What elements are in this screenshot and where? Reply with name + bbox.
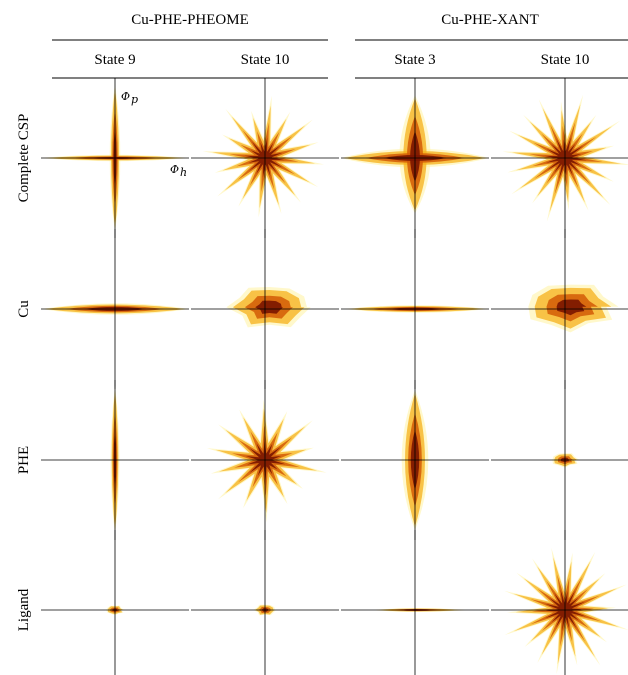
svg-text:h: h — [180, 166, 187, 179]
panel-grid — [41, 78, 628, 675]
group-header-2: Cu-PHE-XANT — [441, 12, 539, 28]
density-layer — [556, 299, 587, 316]
density-layer — [244, 137, 285, 178]
panel-r2-c1 — [41, 229, 189, 389]
state-header-2: State 10 — [241, 52, 290, 68]
axis-label-vertical: Φ p — [121, 90, 138, 106]
panel-r1-c3 — [341, 78, 489, 238]
panel-r3-c2 — [191, 380, 339, 540]
row-label-cu: Cu — [16, 300, 32, 318]
panel-r1-c2 — [191, 78, 339, 238]
axis-label-horizontal: Φ h — [170, 163, 187, 179]
panel-r3-c4 — [491, 380, 628, 540]
svg-text:Φ: Φ — [121, 90, 130, 103]
panel-r3-c1 — [41, 380, 189, 540]
panel-r4-c1 — [41, 530, 189, 675]
panel-r2-c4 — [491, 229, 628, 389]
state-header-3: State 3 — [394, 52, 435, 68]
row-label-ligand: Ligand — [16, 588, 32, 631]
panel-r4-c4 — [491, 530, 628, 675]
row-label-phe: PHE — [16, 446, 32, 474]
panel-r4-c2 — [191, 530, 339, 675]
panel-r3-c3 — [341, 380, 489, 540]
panel-r1-c4 — [491, 78, 628, 238]
state-header-1: State 9 — [94, 52, 135, 68]
svg-text:Φ: Φ — [170, 163, 179, 176]
panel-r2-c2 — [191, 229, 339, 389]
state-header-4: State 10 — [541, 52, 590, 68]
svg-text:p: p — [131, 93, 138, 106]
panel-r4-c3 — [341, 530, 489, 675]
panel-r2-c3 — [341, 229, 489, 389]
group-header-1: Cu-PHE-PHEOME — [131, 12, 249, 28]
panel-r1-c1 — [41, 78, 189, 238]
density-layer — [255, 300, 283, 314]
row-label-complete-csp: Complete CSP — [16, 114, 32, 203]
